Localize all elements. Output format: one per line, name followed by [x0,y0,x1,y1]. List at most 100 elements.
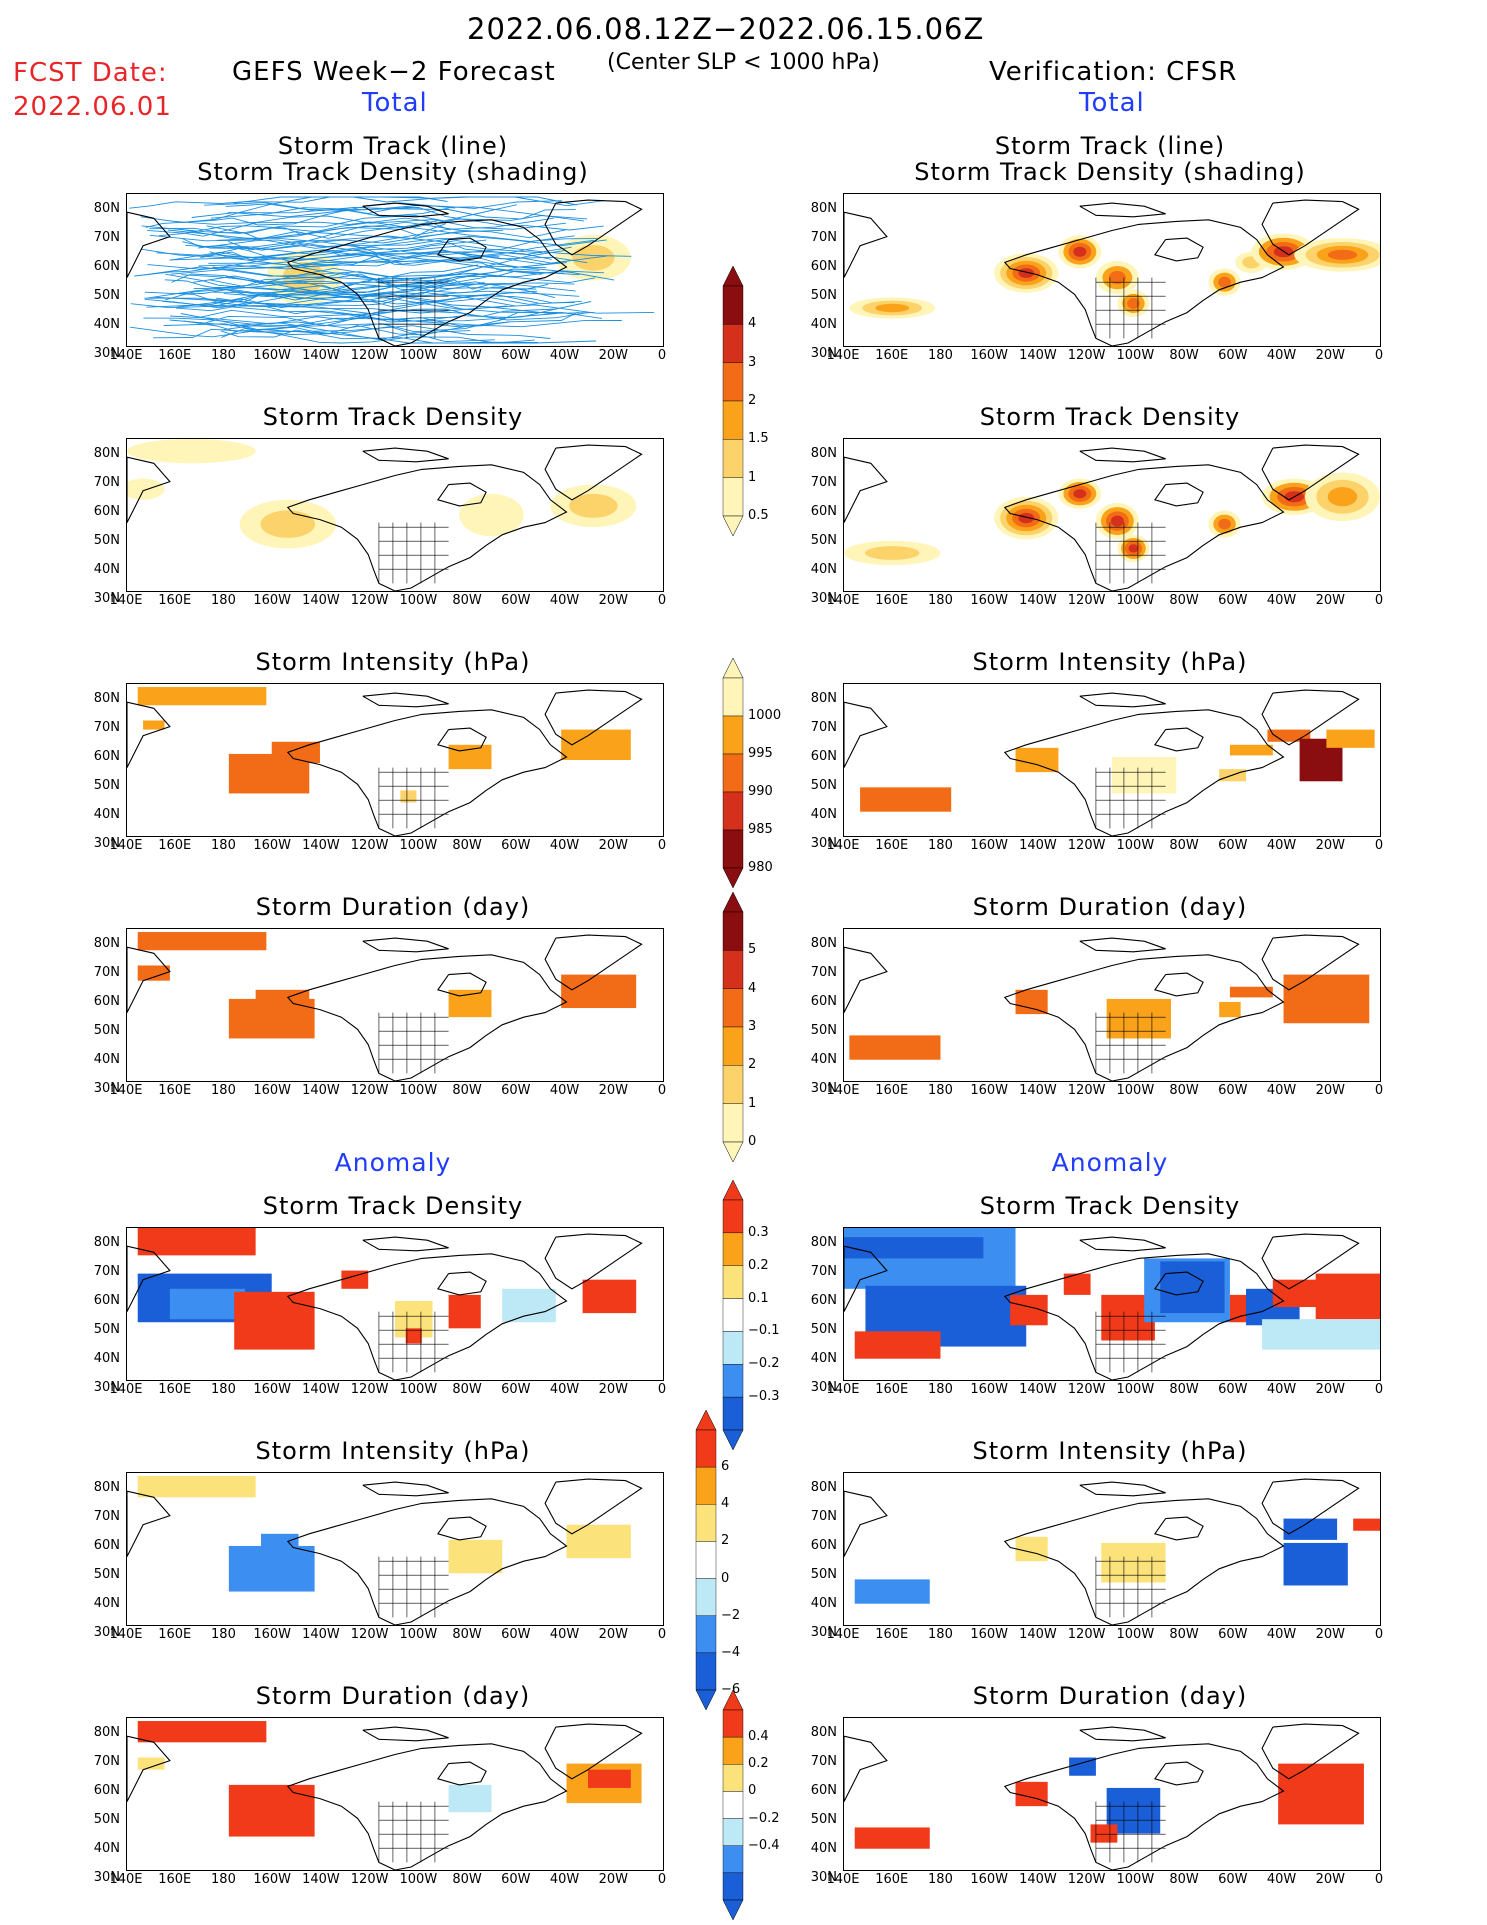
right-intensity-title: Storm Intensity (hPa) [840,648,1380,676]
left-anom-intensity-map [126,1472,664,1626]
right-anomaly-label: Anomaly [840,1148,1380,1177]
lat-tick-label: 50N [803,1023,837,1038]
lon-tick-label: 140E [103,1083,149,1098]
left-total-label: Total [362,88,428,118]
colorbar-label: 1000 [748,708,781,723]
lat-tick-label: 60N [803,1293,837,1308]
lat-tick-label: 80N [86,691,120,706]
lon-tick-label: 100W [395,593,441,608]
left-anomaly-label: Anomaly [123,1148,663,1177]
map-canvas [127,1473,663,1625]
lat-tick-label: 60N [86,1538,120,1553]
lat-tick-label: 80N [86,1235,120,1250]
lon-tick-label: 20W [590,348,636,363]
lat-tick-label: 50N [86,778,120,793]
lon-tick-label: 140E [820,838,866,853]
right-intensity-map [843,683,1381,837]
colorbar-label: 4 [748,981,756,996]
lon-tick-label: 140W [298,1872,344,1887]
lon-tick-label: 180 [200,838,246,853]
lon-tick-label: 0 [639,1627,685,1642]
lat-tick-label: 70N [86,720,120,735]
lon-tick-label: 120W [1064,1083,1110,1098]
lon-tick-label: 160E [152,1382,198,1397]
lat-tick-label: 70N [803,1509,837,1524]
colorbar-label: −0.3 [748,1389,780,1404]
lat-tick-label: 60N [803,1783,837,1798]
lon-tick-label: 120W [1064,1627,1110,1642]
lon-tick-label: 120W [347,1627,393,1642]
lat-tick-label: 40N [803,317,837,332]
lon-tick-label: 160W [966,1382,1012,1397]
right-track-line-title: Storm Track (line) [840,132,1380,160]
lon-tick-label: 0 [1356,1382,1402,1397]
fcst-date-value: 2022.06.01 [13,92,172,122]
lon-tick-label: 0 [1356,348,1402,363]
lon-tick-label: 140W [298,1382,344,1397]
lat-tick-label: 50N [803,533,837,548]
lon-tick-label: 180 [200,348,246,363]
lon-tick-label: 140E [820,1083,866,1098]
lon-tick-label: 140W [1015,1872,1061,1887]
lat-tick-label: 40N [86,1841,120,1856]
lat-tick-label: 70N [86,965,120,980]
colorbar-label: −0.2 [748,1356,780,1371]
colorbar-label: −2 [721,1608,740,1623]
lat-tick-label: 80N [86,446,120,461]
lon-tick-label: 40W [1259,348,1305,363]
criterion-subtitle: (Center SLP < 1000 hPa) [607,50,880,75]
lat-tick-label: 50N [86,1567,120,1582]
lon-tick-label: 160W [966,1627,1012,1642]
lon-tick-label: 140W [298,1083,344,1098]
lon-tick-label: 160E [869,838,915,853]
lon-tick-label: 160W [249,838,295,853]
colorbar-label: 0.5 [748,508,769,523]
lon-tick-label: 140W [298,593,344,608]
map-canvas [844,684,1380,836]
lon-tick-label: 20W [1307,593,1353,608]
lon-tick-label: 120W [1064,593,1110,608]
lon-tick-label: 160E [869,1872,915,1887]
lat-tick-label: 80N [803,201,837,216]
lon-tick-label: 140E [820,1382,866,1397]
right-total-label: Total [1079,88,1145,118]
right-anom-intensity-title: Storm Intensity (hPa) [840,1437,1380,1465]
lon-tick-label: 140W [298,838,344,853]
lon-tick-label: 140W [1015,1627,1061,1642]
lon-tick-label: 100W [395,1382,441,1397]
map-canvas [844,1228,1380,1380]
map-canvas [127,1228,663,1380]
lon-tick-label: 180 [200,1872,246,1887]
lon-tick-label: 40W [542,348,588,363]
lon-tick-label: 0 [1356,1627,1402,1642]
lon-tick-label: 180 [200,1083,246,1098]
lon-tick-label: 20W [590,1872,636,1887]
lat-tick-label: 60N [86,259,120,274]
lat-tick-label: 50N [803,288,837,303]
lon-tick-label: 60W [1210,1083,1256,1098]
lon-tick-label: 120W [347,593,393,608]
lon-tick-label: 160W [966,593,1012,608]
lon-tick-label: 40W [542,593,588,608]
lat-tick-label: 40N [86,1052,120,1067]
lon-tick-label: 160E [152,838,198,853]
map-canvas [127,194,663,346]
lat-tick-label: 80N [86,936,120,951]
lon-tick-label: 20W [1307,1627,1353,1642]
lon-tick-label: 140E [103,1627,149,1642]
lon-tick-label: 140W [298,348,344,363]
lon-tick-label: 40W [542,1083,588,1098]
left-column-title: GEFS Week−2 Forecast [232,57,556,87]
left-track-shading-title: Storm Track Density (shading) [123,158,663,186]
lon-tick-label: 0 [639,1872,685,1887]
lat-tick-label: 60N [803,994,837,1009]
lon-tick-label: 40W [542,838,588,853]
lon-tick-label: 80W [444,593,490,608]
intensity-total-colorbar [722,658,744,892]
left-anom-intensity-title: Storm Intensity (hPa) [123,1437,663,1465]
lon-tick-label: 160W [966,838,1012,853]
lon-tick-label: 140E [103,348,149,363]
lat-tick-label: 50N [803,1322,837,1337]
lat-tick-label: 50N [803,1567,837,1582]
lon-tick-label: 180 [917,1382,963,1397]
